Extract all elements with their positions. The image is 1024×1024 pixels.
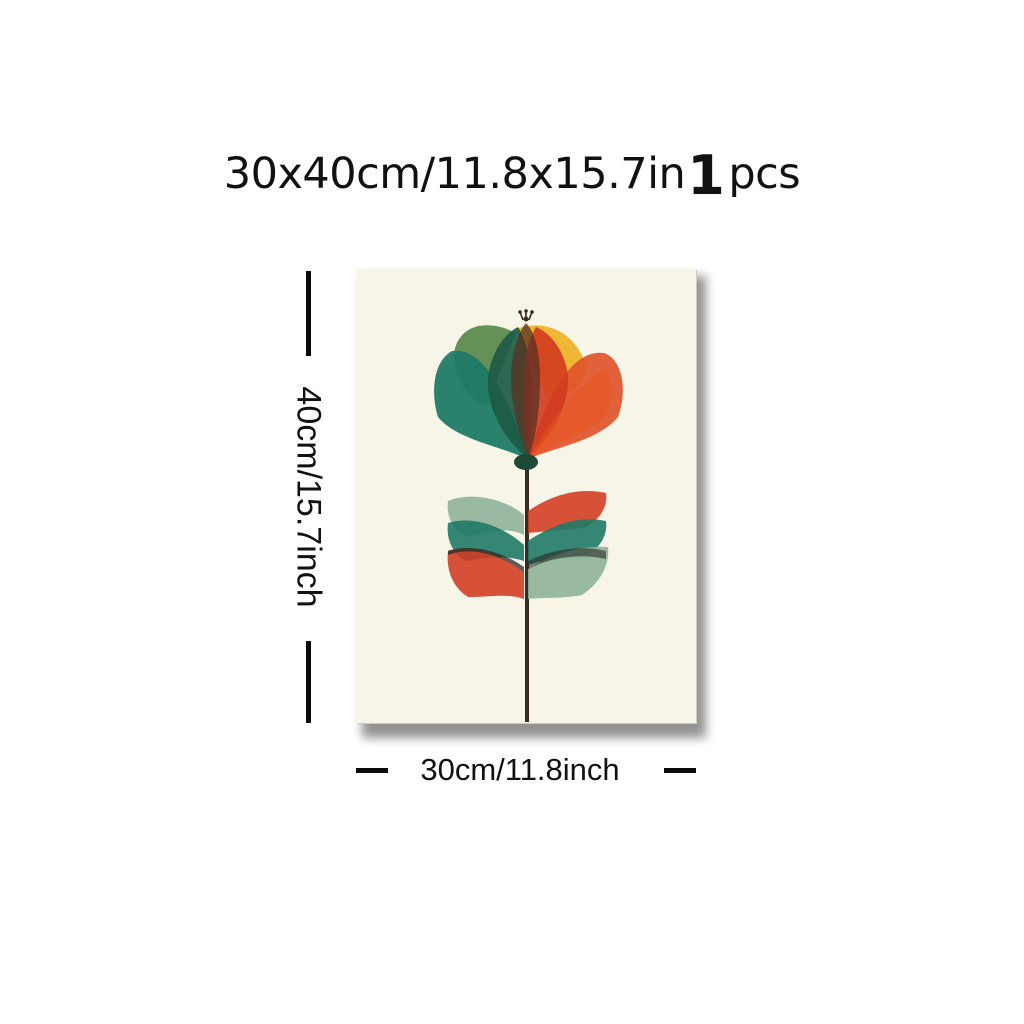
canvas-print (356, 269, 696, 723)
height-dimension-bar-top (306, 271, 311, 356)
width-dimension-label: 30cm/11.8inch (420, 752, 620, 787)
leaves (447, 491, 609, 599)
width-dimension-bar-right (664, 768, 696, 773)
height-dimension-label: 40cm/15.7inch (289, 386, 328, 608)
size-text: 30x40cm/11.8x15.7in (223, 149, 686, 199)
height-dimension-bar-bottom (306, 641, 311, 723)
flower-artwork (356, 269, 696, 723)
width-dimension-bar-left (356, 768, 388, 773)
quantity-unit: pcs (728, 149, 801, 199)
quantity-number: 1 (687, 144, 725, 207)
product-size-headline: 30x40cm/11.8x15.7in1pcs (0, 138, 1024, 207)
flower-head (434, 309, 623, 470)
stem (525, 459, 529, 722)
